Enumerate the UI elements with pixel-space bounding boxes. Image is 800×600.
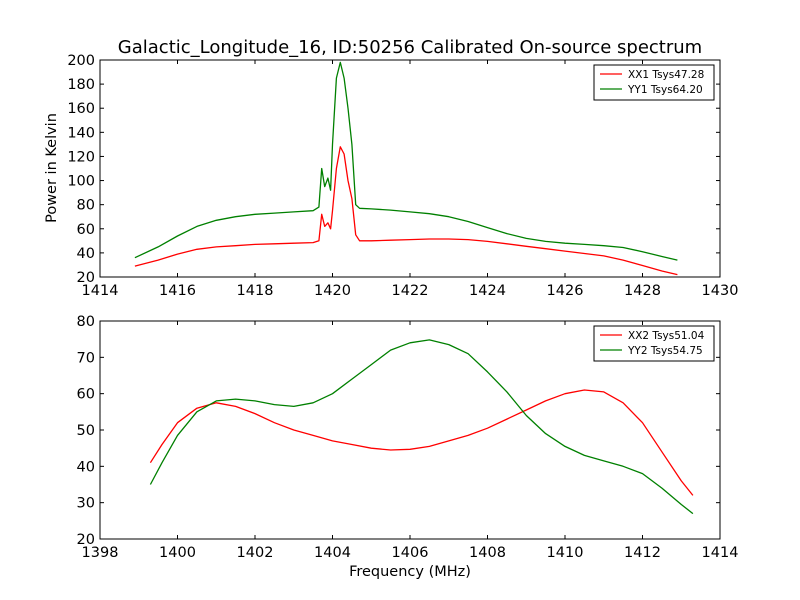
x-tick-label: 1418	[237, 283, 274, 299]
series-line-yy2	[149, 339, 694, 515]
x-tick-label: 1398	[82, 545, 119, 561]
x-tick-label: 1408	[469, 545, 506, 561]
top-y-axis-label: Power in Kelvin	[44, 113, 60, 223]
top-axis-ticks: 1414 1416 1418 1420 1422 1424 1426 1428 1430 20 40…	[67, 53, 738, 299]
y-tick-label: 60	[77, 387, 95, 403]
y-tick-label: 50	[77, 423, 95, 439]
top-series-lines	[134, 61, 678, 276]
x-tick-label: 1404	[314, 545, 351, 561]
x-tick-label: 1414	[82, 283, 119, 299]
x-tick-label: 1400	[159, 545, 196, 561]
y-tick-label: 160	[67, 101, 95, 117]
series-line-yy1	[134, 61, 678, 261]
bottom-legend-label-yy2: YY2 Tsys54.75	[627, 345, 703, 357]
x-tick-label: 1426	[547, 283, 584, 299]
x-tick-label: 1424	[469, 283, 506, 299]
x-tick-label: 1430	[702, 283, 739, 299]
x-tick-label: 1406	[392, 545, 429, 561]
x-tick-label: 1410	[547, 545, 584, 561]
top-legend-label-yy1: YY1 Tsys64.20	[627, 84, 703, 96]
x-tick-label: 1422	[392, 283, 429, 299]
bottom-subplot: Frequency (MHz) 1398 1400 1402 1404 1406 1408…	[77, 314, 739, 580]
bottom-legend-box	[593, 325, 715, 362]
bottom-series-lines	[149, 339, 694, 515]
y-tick-label: 20	[77, 270, 95, 286]
x-tick-label: 1420	[314, 283, 351, 299]
y-tick-label: 70	[77, 350, 95, 366]
y-tick-label: 100	[67, 174, 95, 190]
x-tick-label: 1412	[624, 545, 661, 561]
y-tick-label: 180	[67, 77, 95, 93]
x-tick-label: 1402	[237, 545, 274, 561]
top-legend-label-xx1: XX1 Tsys47.28	[628, 69, 704, 81]
top-legend: XX1 Tsys47.28 YY1 Tsys64.20	[593, 64, 715, 101]
bottom-plot-frame	[99, 320, 721, 540]
y-tick-label: 30	[77, 496, 95, 512]
y-tick-label: 140	[67, 125, 95, 141]
x-tick-label: 1414	[702, 545, 739, 561]
y-tick-label: 20	[77, 532, 95, 548]
y-tick-label: 40	[77, 246, 95, 262]
bottom-legend: XX2 Tsys51.04 YY2 Tsys54.75	[593, 325, 715, 362]
x-tick-label: 1428	[624, 283, 661, 299]
y-tick-label: 80	[77, 198, 95, 214]
bottom-axis-ticks: 1398 1400 1402 1404 1406 1408 1410 1412 1414 20 30…	[77, 314, 739, 561]
top-subplot: Galactic_Longitude_16, ID:50256 Calibrat…	[44, 37, 738, 299]
chart-title: Galactic_Longitude_16, ID:50256 Calibrat…	[118, 37, 702, 58]
bottom-legend-label-xx2: XX2 Tsys51.04	[628, 330, 705, 342]
y-tick-label: 80	[77, 314, 95, 330]
series-line-xx1	[134, 146, 678, 276]
y-tick-label: 200	[67, 53, 95, 69]
bottom-x-axis-label: Frequency (MHz)	[349, 564, 471, 580]
x-tick-label: 1416	[159, 283, 196, 299]
series-line-xx2	[149, 389, 694, 496]
top-legend-box	[593, 64, 715, 101]
top-plot-frame	[99, 59, 721, 278]
y-tick-label: 40	[77, 459, 95, 475]
y-tick-label: 60	[77, 222, 95, 238]
y-tick-label: 120	[67, 149, 95, 165]
